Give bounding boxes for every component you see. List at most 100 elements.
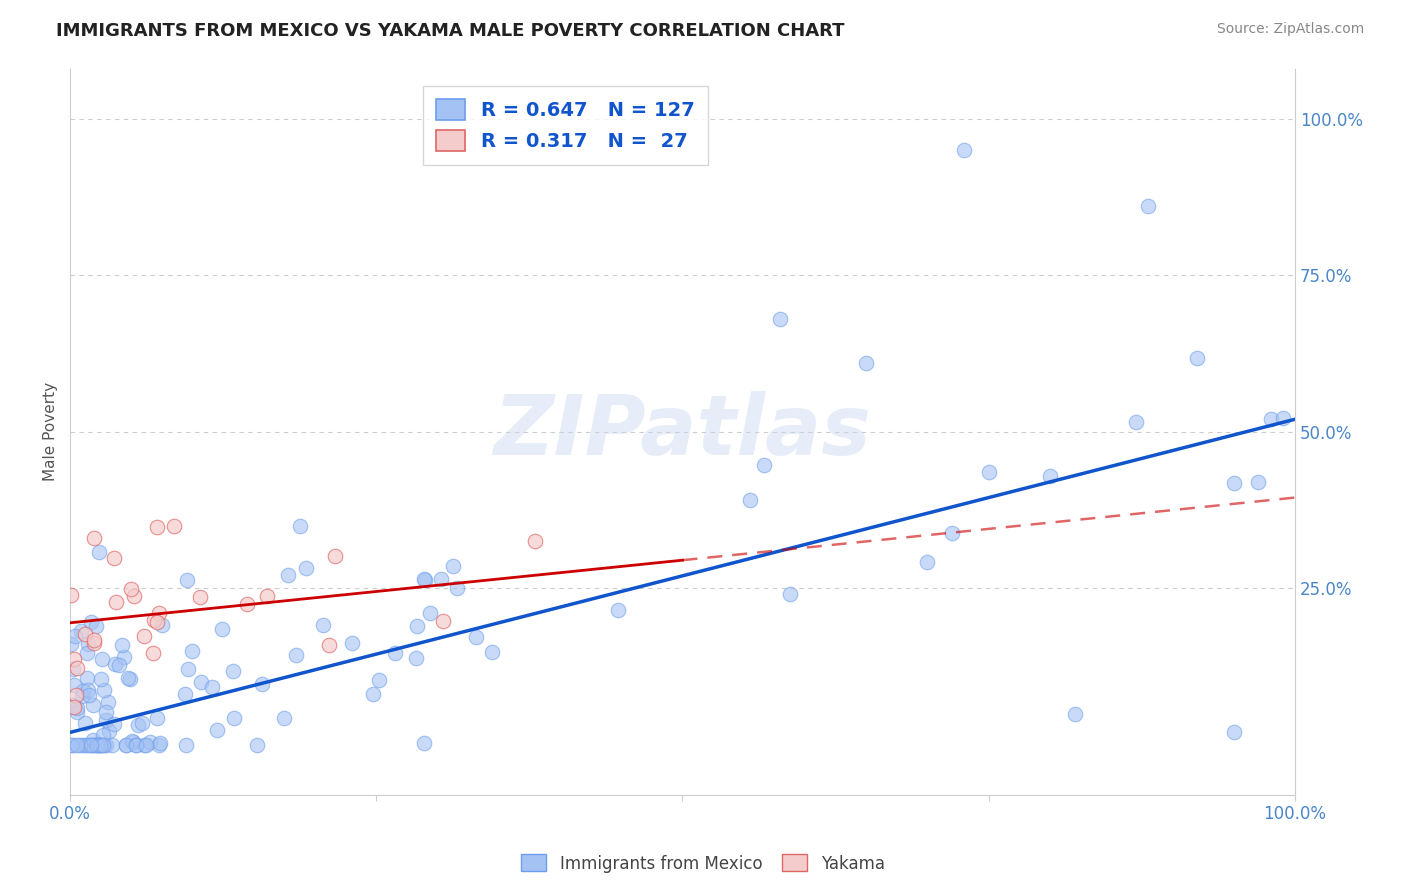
Point — [148, 606, 170, 620]
Point — [446, 581, 468, 595]
Point — [465, 630, 488, 644]
Point — [73, 627, 96, 641]
Point — [93, 738, 115, 752]
Point — [273, 711, 295, 725]
Point — [82, 738, 104, 752]
Point — [104, 657, 127, 671]
Point — [405, 651, 427, 665]
Point — [318, 638, 340, 652]
Point — [83, 531, 105, 545]
Point — [86, 738, 108, 752]
Point — [779, 586, 801, 600]
Text: Source: ZipAtlas.com: Source: ZipAtlas.com — [1216, 22, 1364, 37]
Point — [205, 723, 228, 738]
Point — [181, 643, 204, 657]
Legend: R = 0.647   N = 127, R = 0.317   N =  27: R = 0.647 N = 127, R = 0.317 N = 27 — [423, 86, 709, 165]
Point — [149, 736, 172, 750]
Point — [117, 671, 139, 685]
Point — [125, 738, 148, 752]
Point — [211, 622, 233, 636]
Point — [176, 573, 198, 587]
Point — [62, 662, 84, 676]
Point — [148, 738, 170, 752]
Point — [62, 700, 84, 714]
Point — [606, 602, 628, 616]
Point — [145, 711, 167, 725]
Point — [190, 675, 212, 690]
Point — [406, 618, 429, 632]
Point — [1222, 725, 1244, 739]
Point — [72, 684, 94, 698]
Point — [96, 738, 118, 752]
Point — [115, 738, 138, 752]
Point — [77, 738, 100, 752]
Text: IMMIGRANTS FROM MEXICO VS YAKAMA MALE POVERTY CORRELATION CHART: IMMIGRANTS FROM MEXICO VS YAKAMA MALE PO… — [56, 22, 845, 40]
Point — [1260, 412, 1282, 426]
Point — [132, 629, 155, 643]
Point — [413, 572, 436, 586]
Legend: Immigrants from Mexico, Yakama: Immigrants from Mexico, Yakama — [515, 847, 891, 880]
Point — [177, 662, 200, 676]
Point — [77, 637, 100, 651]
Point — [174, 687, 197, 701]
Point — [246, 738, 269, 752]
Point — [235, 597, 257, 611]
Point — [65, 688, 87, 702]
Point — [112, 650, 135, 665]
Point — [77, 688, 100, 702]
Point — [79, 738, 101, 752]
Point — [146, 615, 169, 629]
Point — [415, 574, 437, 588]
Point — [60, 588, 83, 602]
Point — [121, 733, 143, 747]
Point — [174, 738, 197, 752]
Y-axis label: Male Poverty: Male Poverty — [44, 383, 58, 482]
Point — [855, 356, 877, 370]
Point — [84, 618, 107, 632]
Point — [89, 738, 111, 752]
Point — [62, 652, 84, 666]
Point — [977, 465, 1000, 479]
Point — [295, 561, 318, 575]
Point — [66, 701, 89, 715]
Point — [83, 636, 105, 650]
Point — [132, 738, 155, 752]
Point — [340, 636, 363, 650]
Point — [256, 589, 278, 603]
Point — [100, 738, 122, 752]
Point — [89, 738, 111, 752]
Point — [1137, 199, 1160, 213]
Point — [188, 590, 211, 604]
Point — [429, 573, 451, 587]
Point — [361, 687, 384, 701]
Point — [80, 615, 103, 629]
Point — [108, 658, 131, 673]
Point — [122, 735, 145, 749]
Point — [125, 738, 148, 752]
Point — [89, 545, 111, 559]
Point — [120, 672, 142, 686]
Point — [1247, 475, 1270, 489]
Point — [63, 678, 86, 692]
Point — [105, 595, 128, 609]
Point — [150, 618, 173, 632]
Point — [138, 735, 160, 749]
Point — [941, 526, 963, 541]
Point — [1063, 706, 1085, 721]
Point — [252, 677, 274, 691]
Point — [60, 738, 83, 752]
Point — [97, 723, 120, 738]
Point — [91, 729, 114, 743]
Point — [82, 732, 104, 747]
Point — [96, 705, 118, 719]
Point — [82, 738, 104, 752]
Point — [66, 661, 89, 675]
Point — [284, 648, 307, 663]
Point — [83, 632, 105, 647]
Point — [201, 680, 224, 694]
Point — [76, 647, 98, 661]
Point — [70, 624, 93, 638]
Point — [323, 549, 346, 563]
Point — [1271, 411, 1294, 425]
Point — [114, 738, 136, 752]
